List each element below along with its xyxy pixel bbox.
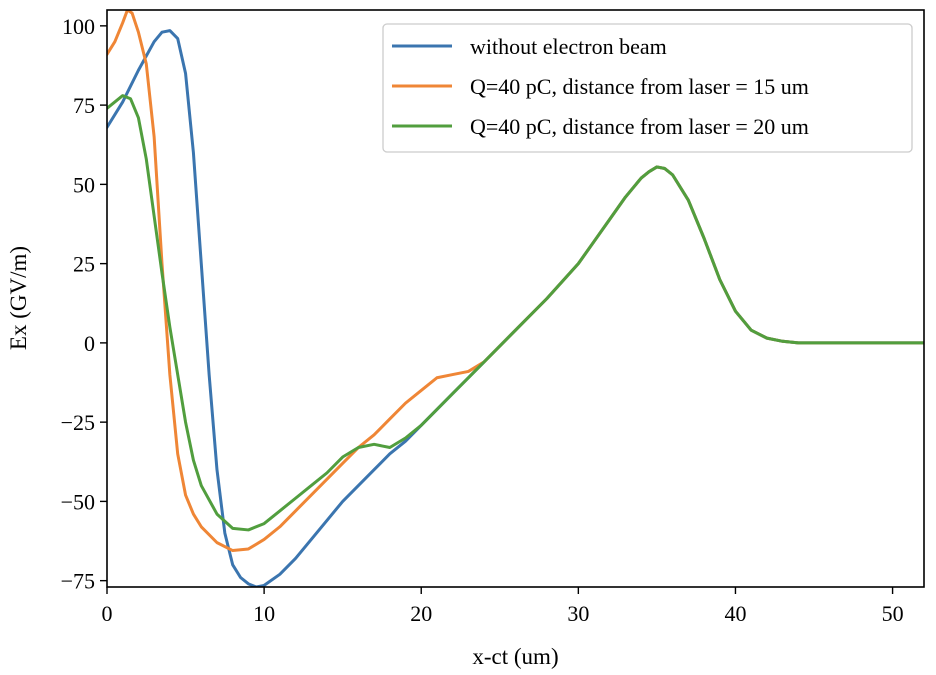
y-tick-label: 50 xyxy=(73,172,95,197)
x-tick-label: 20 xyxy=(410,601,432,626)
y-axis-label: Ex (GV/m) xyxy=(6,246,31,350)
series-layer xyxy=(107,10,924,587)
x-tick-label: 0 xyxy=(102,601,113,626)
series-line-2 xyxy=(107,94,924,532)
y-tick-label: 75 xyxy=(73,93,95,118)
y-tick-label: −25 xyxy=(61,410,95,435)
legend-box xyxy=(382,23,913,153)
x-tick-label: 10 xyxy=(253,601,275,626)
x-tick-label: 40 xyxy=(724,601,746,626)
plot-frame xyxy=(106,9,925,588)
x-tick-label: 30 xyxy=(567,601,589,626)
x-tick-label: 50 xyxy=(882,601,904,626)
legend-label-1: Q=40 pC, distance from laser = 15 um xyxy=(470,74,809,99)
x-axis-label: x-ct (um) xyxy=(472,644,558,669)
y-tick-label: 0 xyxy=(84,331,95,356)
ticks-layer: 0 10 20 30 40 50 −75 −50 −25 0 25 50 75 100 xyxy=(61,14,904,626)
legend: without electron beam Q=40 pC, distance f… xyxy=(382,23,913,153)
y-tick-label: 25 xyxy=(73,252,95,277)
y-tick-label: 100 xyxy=(62,14,95,39)
y-tick-label: −75 xyxy=(61,569,95,594)
legend-label-2: Q=40 pC, distance from laser = 20 um xyxy=(470,114,809,139)
y-tick-label: −50 xyxy=(61,489,95,514)
legend-label-0: without electron beam xyxy=(470,34,667,59)
